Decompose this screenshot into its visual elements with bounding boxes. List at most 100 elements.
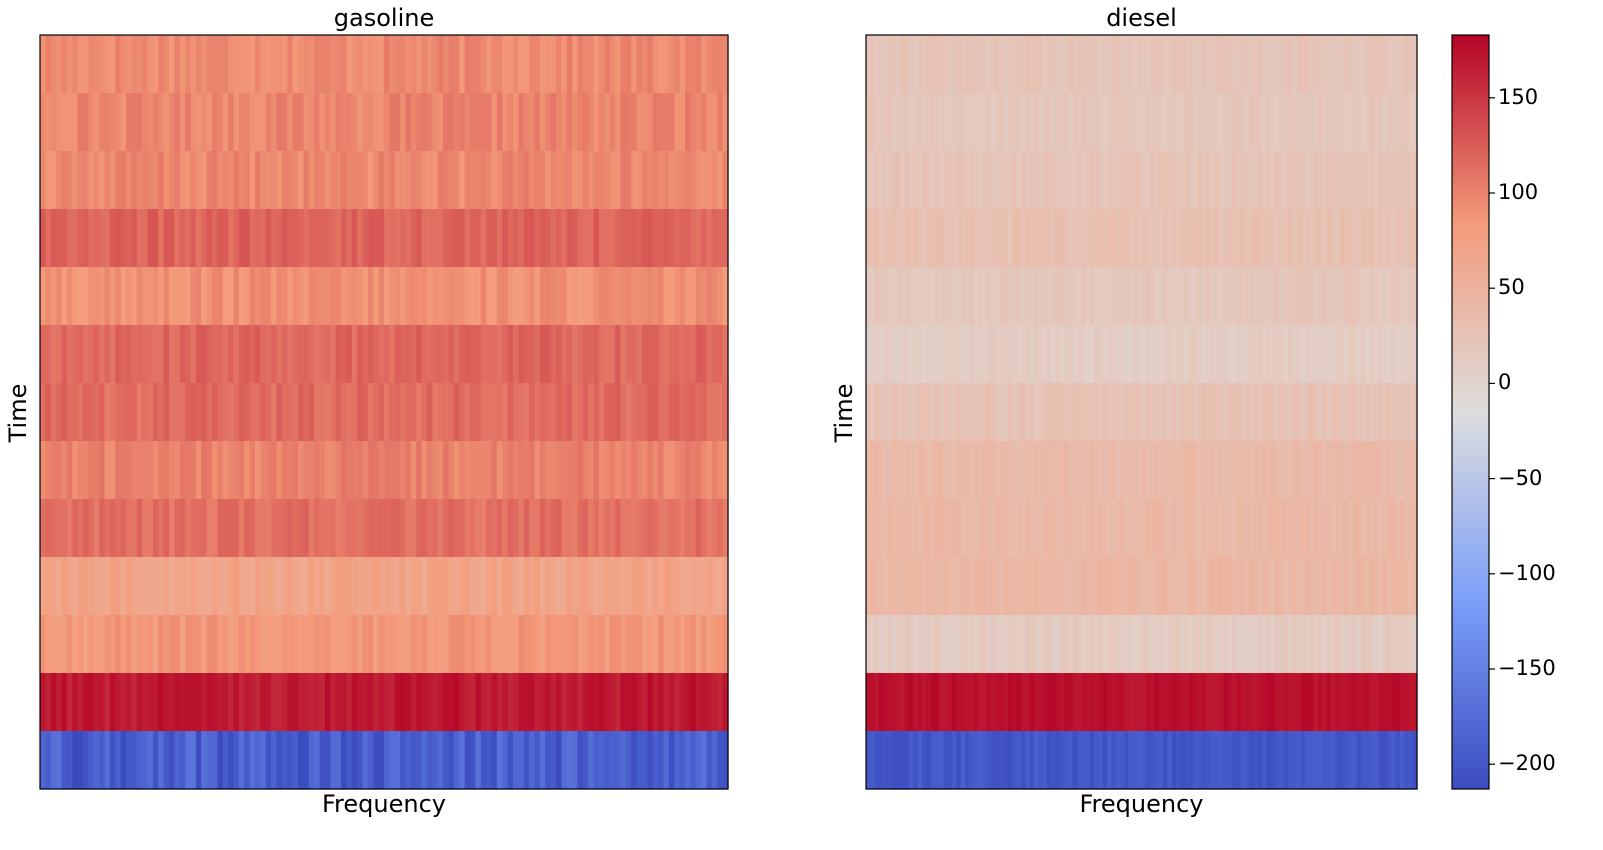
heatmap-cell xyxy=(1128,151,1134,210)
heatmap-cell xyxy=(1309,615,1315,674)
heatmap-cell xyxy=(900,731,906,790)
heatmap-cell xyxy=(1076,267,1082,326)
heatmap-cell xyxy=(1382,151,1388,210)
heatmap-cell xyxy=(120,383,127,442)
heatmap-cell xyxy=(1150,151,1156,210)
heatmap-cell xyxy=(427,615,433,674)
heatmap-cell xyxy=(131,151,138,210)
heatmap-cell xyxy=(977,499,983,558)
heatmap-cell xyxy=(185,731,192,790)
heatmap-cell xyxy=(960,441,966,500)
heatmap-cell xyxy=(238,441,245,500)
heatmap-cell xyxy=(896,499,902,558)
heatmap-cell xyxy=(582,499,589,558)
heatmap-cell xyxy=(400,673,407,732)
heatmap-cell xyxy=(389,267,396,326)
heatmap-cell xyxy=(265,325,272,384)
heatmap-cell xyxy=(1223,35,1229,94)
heatmap-cell xyxy=(357,267,364,326)
heatmap-cell xyxy=(999,673,1005,732)
heatmap-cell xyxy=(453,267,460,326)
heatmap-cell xyxy=(1373,151,1379,210)
heatmap-cell xyxy=(271,93,278,152)
heatmap-cell xyxy=(448,383,455,442)
heatmap-cell xyxy=(891,615,897,674)
heatmap-cell xyxy=(142,383,149,442)
heatmap-cell xyxy=(416,383,423,442)
heatmap-cell xyxy=(1167,209,1173,268)
heatmap-cell xyxy=(185,499,192,558)
heatmap-cell xyxy=(319,209,326,268)
heatmap-cell xyxy=(206,673,213,732)
heatmap-cell xyxy=(1055,441,1061,500)
heatmap-cell xyxy=(685,673,691,732)
heatmap-cell xyxy=(99,209,106,268)
heatmap-cell xyxy=(701,93,708,152)
heatmap-cell xyxy=(319,35,326,94)
heatmap-cell xyxy=(1141,499,1147,558)
heatmap-cell xyxy=(83,325,89,384)
heatmap-cell xyxy=(866,731,871,790)
heatmap-cell xyxy=(308,441,315,500)
heatmap-cell xyxy=(926,35,932,94)
heatmap-cell xyxy=(674,441,681,500)
heatmap-cell xyxy=(1309,35,1315,94)
heatmap-cell xyxy=(400,267,407,326)
heatmap-cell xyxy=(1296,35,1302,94)
heatmap-cell xyxy=(717,93,724,152)
heatmap-cell xyxy=(1051,151,1056,210)
heatmap-cell xyxy=(572,325,579,384)
heatmap-cell xyxy=(909,383,914,442)
heatmap-cell xyxy=(303,151,310,210)
heatmap-cell xyxy=(1098,93,1104,152)
heatmap-cell xyxy=(1180,383,1186,442)
heatmap-cell xyxy=(1244,93,1250,152)
heatmap-cell xyxy=(1154,93,1160,152)
heatmap-cell xyxy=(1107,615,1112,674)
heatmap-cell xyxy=(900,673,906,732)
heatmap-cell xyxy=(960,499,966,558)
heatmap-cell xyxy=(115,35,122,94)
heatmap-cell xyxy=(1240,209,1246,268)
heatmap-cell xyxy=(378,499,385,558)
heatmap-cell xyxy=(599,93,605,152)
heatmap-cell xyxy=(410,499,417,558)
heatmap-cell xyxy=(378,35,385,94)
heatmap-cell xyxy=(491,35,498,94)
heatmap-cell xyxy=(939,267,945,326)
heatmap-cell xyxy=(887,151,893,210)
heatmap-cell xyxy=(668,209,675,268)
heatmap-cell xyxy=(507,93,514,152)
heatmap-cell xyxy=(550,209,557,268)
heatmap-cell xyxy=(1163,731,1168,790)
heatmap-cell xyxy=(896,731,902,790)
heatmap-cell xyxy=(588,325,595,384)
colorbar-tick-label: 150 xyxy=(1498,84,1539,109)
heatmap-cell xyxy=(1033,383,1039,442)
heatmap-cell xyxy=(1158,615,1164,674)
heatmap-cell xyxy=(701,267,708,326)
heatmap-cell xyxy=(281,557,288,616)
heatmap-cell xyxy=(1137,557,1143,616)
heatmap-cell xyxy=(956,383,962,442)
heatmap-cell xyxy=(1262,267,1267,326)
heatmap-cell xyxy=(491,731,498,790)
heatmap-cell xyxy=(281,731,288,790)
heatmap-cell xyxy=(217,209,224,268)
heatmap-cell xyxy=(185,383,192,442)
heatmap-cell xyxy=(228,499,235,558)
heatmap-cell xyxy=(99,557,106,616)
heatmap-cell xyxy=(120,93,127,152)
heatmap-cell xyxy=(1059,151,1065,210)
heatmap-cell xyxy=(674,35,681,94)
heatmap-cell xyxy=(131,267,138,326)
heatmap-cell xyxy=(152,731,159,790)
heatmap-cell xyxy=(174,557,181,616)
heatmap-cell xyxy=(926,93,932,152)
heatmap-cell xyxy=(1408,151,1414,210)
heatmap-cell xyxy=(717,615,724,674)
heatmap-cell xyxy=(1391,35,1397,94)
heatmap-cell xyxy=(1313,267,1319,326)
heatmap-cell xyxy=(1029,731,1035,790)
heatmap-cell xyxy=(136,557,143,616)
